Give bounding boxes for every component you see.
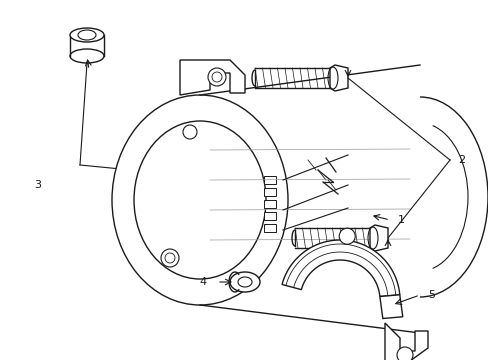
Polygon shape bbox=[264, 188, 275, 196]
Ellipse shape bbox=[161, 249, 179, 267]
Ellipse shape bbox=[70, 49, 104, 63]
Polygon shape bbox=[180, 60, 244, 95]
Text: 5: 5 bbox=[427, 290, 434, 300]
Polygon shape bbox=[264, 224, 275, 232]
Text: 3: 3 bbox=[35, 180, 41, 190]
Ellipse shape bbox=[229, 272, 260, 292]
Ellipse shape bbox=[339, 228, 354, 244]
Polygon shape bbox=[384, 323, 427, 360]
Polygon shape bbox=[369, 225, 387, 251]
Ellipse shape bbox=[207, 68, 225, 86]
Ellipse shape bbox=[70, 28, 104, 42]
Polygon shape bbox=[264, 176, 275, 184]
Polygon shape bbox=[379, 295, 402, 319]
Ellipse shape bbox=[396, 347, 412, 360]
Polygon shape bbox=[264, 212, 275, 220]
Ellipse shape bbox=[142, 187, 182, 203]
Text: 4: 4 bbox=[199, 277, 206, 287]
Polygon shape bbox=[329, 65, 347, 91]
Text: 1: 1 bbox=[397, 215, 404, 225]
Polygon shape bbox=[264, 200, 275, 208]
Ellipse shape bbox=[112, 95, 287, 305]
Ellipse shape bbox=[142, 165, 182, 181]
Text: 2: 2 bbox=[457, 155, 464, 165]
Polygon shape bbox=[282, 240, 399, 297]
